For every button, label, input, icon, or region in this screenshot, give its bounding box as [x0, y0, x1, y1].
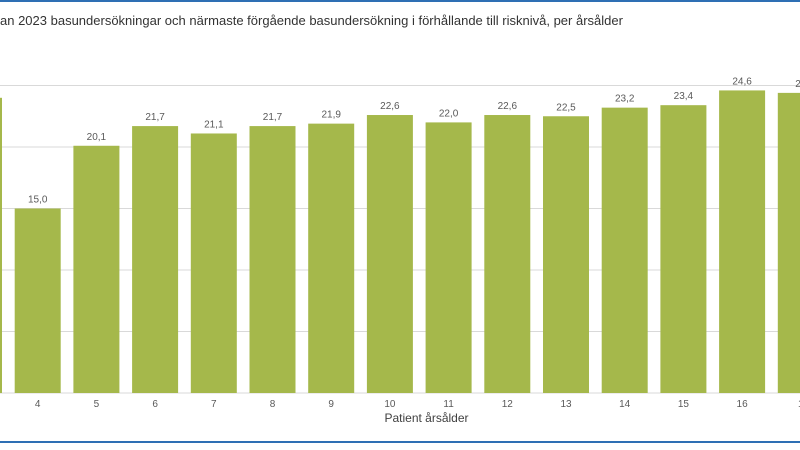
data-label-12: 22,6 — [498, 101, 518, 112]
bottom-border — [0, 441, 800, 443]
data-label-16: 24,6 — [732, 76, 752, 87]
bar-3 — [0, 97, 2, 394]
chart-title: an 2023 basundersökningar och närmaste f… — [0, 13, 623, 28]
top-border — [0, 0, 800, 2]
bar-5 — [73, 145, 120, 393]
bar-8 — [249, 126, 296, 393]
tick-label-4: 4 — [35, 399, 41, 410]
tick-label-7: 7 — [211, 399, 217, 410]
tick-label-16: 16 — [737, 399, 749, 410]
data-label-14: 23,2 — [615, 94, 635, 105]
tick-label-9: 9 — [328, 399, 334, 410]
tick-label-10: 10 — [384, 399, 396, 410]
tick-label-5: 5 — [94, 399, 100, 410]
x-axis-title: Patient årsålder — [384, 411, 469, 425]
bar-14 — [601, 107, 648, 393]
data-label-9: 21,9 — [321, 110, 341, 121]
tick-label-13: 13 — [560, 399, 572, 410]
bar-4 — [14, 208, 61, 393]
bar-7 — [190, 133, 237, 393]
tick-label-11: 11 — [443, 399, 454, 410]
bar-6 — [132, 126, 179, 393]
data-label-6: 21,7 — [145, 112, 165, 123]
bar-9 — [308, 123, 355, 393]
bar-11 — [425, 122, 472, 394]
data-label-10: 22,6 — [380, 101, 400, 112]
bar-13 — [543, 116, 589, 393]
tick-label-14: 14 — [619, 399, 631, 410]
data-label-4: 15,0 — [28, 195, 48, 206]
bar-10 — [366, 115, 413, 394]
bar-16 — [719, 90, 766, 394]
data-label-15: 23,4 — [674, 91, 694, 102]
tick-label-6: 6 — [152, 399, 158, 410]
data-label-5: 20,1 — [87, 132, 107, 143]
tick-label-17: 1 — [798, 399, 800, 410]
bar-12 — [484, 115, 531, 394]
data-label-11: 22,0 — [439, 108, 459, 119]
tick-label-8: 8 — [270, 399, 276, 410]
bar-15 — [660, 105, 707, 394]
tick-label-12: 12 — [502, 399, 514, 410]
data-label-13: 22,5 — [556, 102, 576, 113]
data-label-8: 21,7 — [263, 112, 283, 123]
tick-label-15: 15 — [678, 399, 690, 410]
bar-17 — [777, 92, 800, 393]
data-label-17: 24 — [795, 79, 800, 90]
data-label-7: 21,1 — [204, 119, 224, 130]
